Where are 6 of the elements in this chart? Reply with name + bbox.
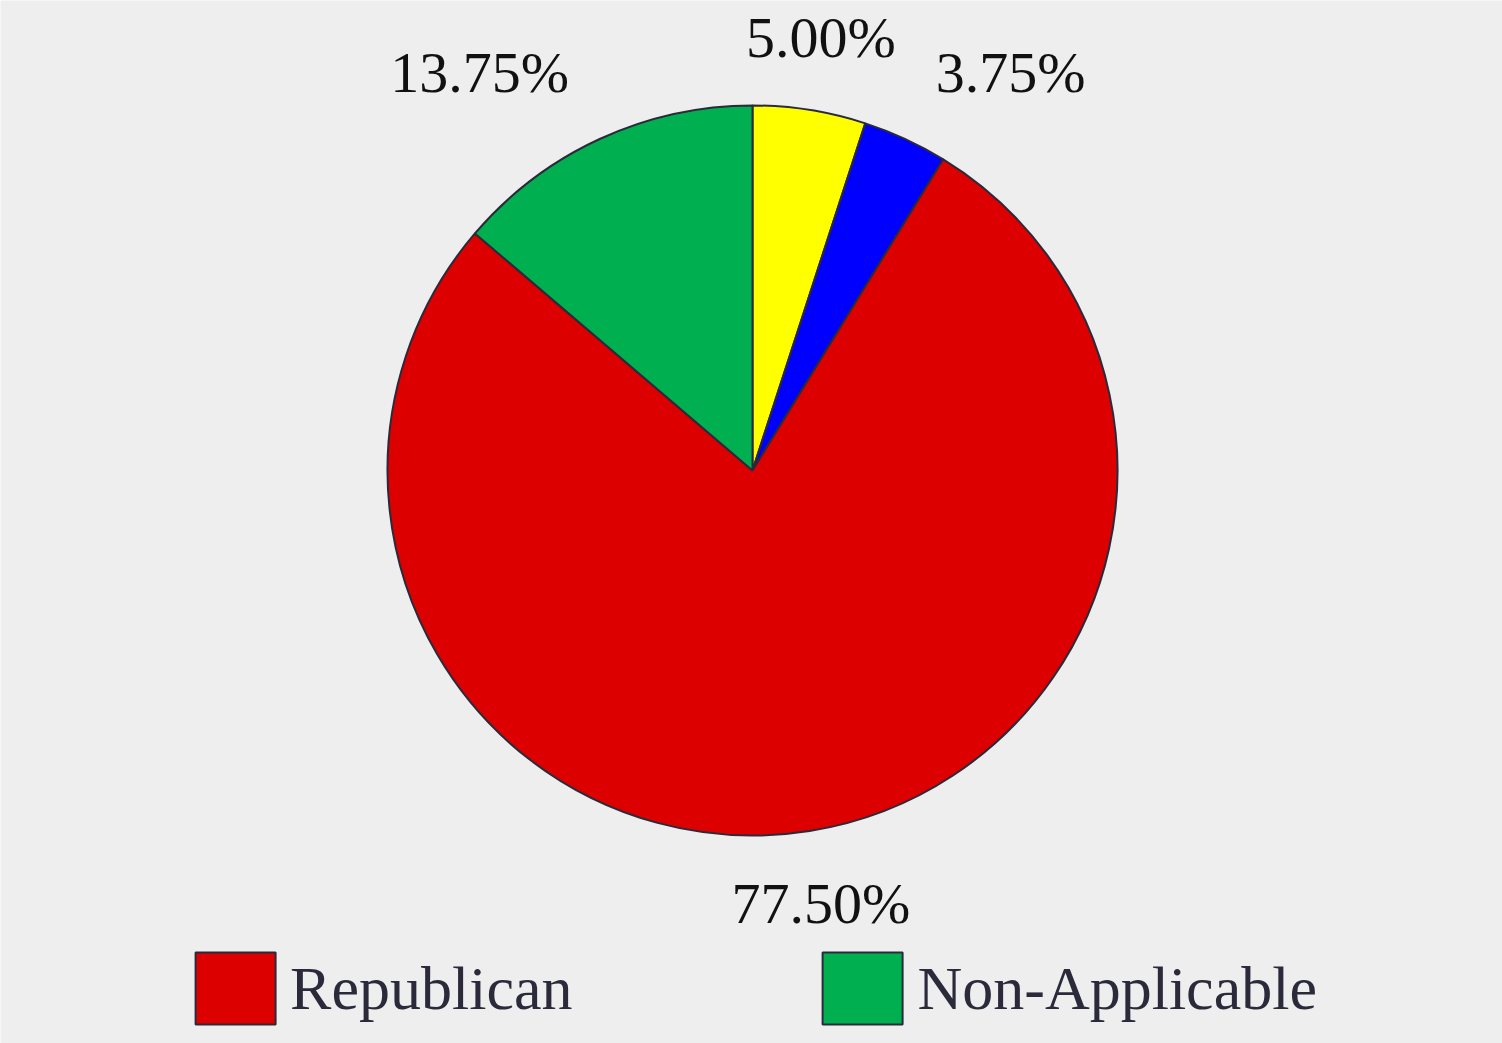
data-label: 77.50% — [731, 870, 911, 936]
data-label: 3.75% — [935, 40, 1086, 106]
data-label: 5.00% — [746, 5, 896, 71]
data-label: 13.75% — [390, 40, 570, 106]
legend-label: Republican — [290, 952, 573, 1024]
legend-label: Non-Applicable — [917, 952, 1317, 1024]
